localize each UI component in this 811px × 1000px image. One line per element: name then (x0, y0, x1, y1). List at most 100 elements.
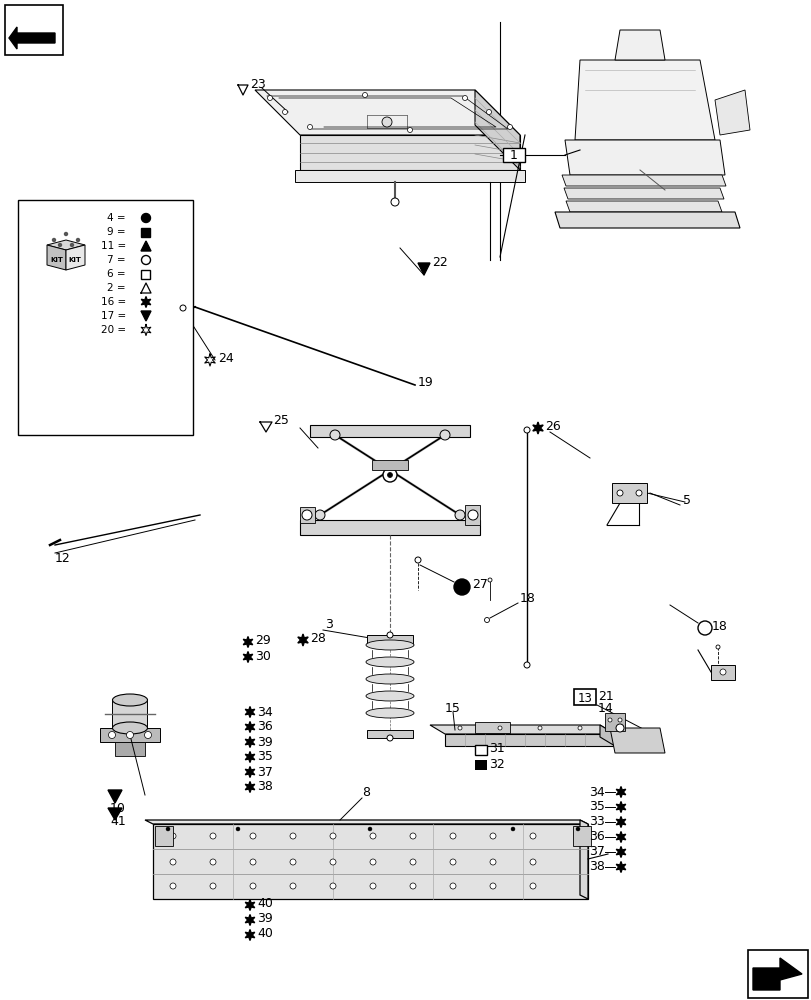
Circle shape (169, 883, 176, 889)
Polygon shape (141, 296, 151, 308)
Circle shape (329, 859, 336, 865)
Text: 27: 27 (471, 578, 487, 591)
Polygon shape (565, 201, 721, 212)
Circle shape (497, 726, 501, 730)
Circle shape (457, 726, 461, 730)
Polygon shape (9, 27, 55, 49)
Text: 38: 38 (589, 860, 604, 874)
Text: 8: 8 (362, 786, 370, 799)
Text: 41: 41 (109, 815, 126, 828)
Polygon shape (430, 725, 614, 734)
Circle shape (370, 833, 375, 839)
Circle shape (290, 883, 296, 889)
Text: 9 =: 9 = (107, 227, 126, 237)
Text: 19: 19 (418, 375, 433, 388)
Circle shape (329, 430, 340, 440)
Polygon shape (604, 713, 624, 731)
Text: 13: 13 (577, 692, 592, 704)
Polygon shape (616, 861, 625, 872)
Polygon shape (609, 728, 664, 753)
Circle shape (329, 883, 336, 889)
Circle shape (290, 859, 296, 865)
Bar (573, 689, 595, 705)
Text: 26: 26 (544, 420, 560, 434)
Circle shape (607, 718, 611, 722)
Circle shape (715, 645, 719, 649)
Polygon shape (714, 90, 749, 135)
Polygon shape (299, 507, 315, 523)
Text: 4 =: 4 = (107, 213, 126, 223)
Polygon shape (710, 665, 734, 680)
Bar (5, 5, 63, 55)
Polygon shape (614, 30, 664, 60)
Text: 35: 35 (257, 750, 272, 764)
Text: 36: 36 (589, 830, 604, 843)
Polygon shape (752, 958, 801, 990)
Circle shape (410, 859, 415, 865)
Polygon shape (243, 652, 252, 662)
Circle shape (71, 243, 74, 246)
Bar (141, 228, 150, 236)
Polygon shape (299, 520, 479, 535)
Text: 28: 28 (310, 632, 325, 646)
Circle shape (462, 96, 467, 101)
Circle shape (302, 510, 311, 520)
Polygon shape (255, 90, 519, 135)
Polygon shape (245, 900, 255, 910)
Circle shape (467, 510, 478, 520)
Text: 1: 1 (509, 149, 517, 162)
Polygon shape (66, 245, 85, 270)
Circle shape (538, 726, 541, 730)
Polygon shape (245, 914, 255, 925)
Polygon shape (367, 730, 413, 738)
Text: 11 =: 11 = (101, 241, 126, 251)
Polygon shape (573, 826, 590, 846)
Circle shape (449, 883, 456, 889)
Circle shape (440, 430, 449, 440)
Circle shape (484, 617, 489, 622)
Polygon shape (108, 790, 122, 803)
Polygon shape (100, 728, 160, 742)
Circle shape (391, 198, 398, 206)
Polygon shape (245, 736, 255, 747)
Circle shape (387, 735, 393, 741)
Text: 23: 23 (250, 78, 265, 91)
Circle shape (236, 827, 240, 831)
Circle shape (530, 883, 535, 889)
Polygon shape (616, 801, 625, 812)
Text: 32: 32 (488, 758, 504, 770)
Polygon shape (616, 816, 625, 827)
Text: 7 =: 7 = (107, 255, 126, 265)
Circle shape (486, 110, 491, 115)
Ellipse shape (366, 691, 414, 701)
Text: 16 =: 16 = (101, 297, 126, 307)
Circle shape (370, 859, 375, 865)
Bar (502, 148, 525, 162)
Polygon shape (245, 766, 255, 778)
Circle shape (453, 579, 470, 595)
Text: 3: 3 (324, 618, 333, 632)
Circle shape (617, 718, 621, 722)
Polygon shape (145, 820, 587, 824)
Text: 40: 40 (257, 927, 272, 940)
Circle shape (489, 833, 496, 839)
Polygon shape (245, 929, 255, 940)
Text: 37: 37 (589, 845, 604, 858)
Polygon shape (474, 722, 509, 733)
Text: 38: 38 (257, 780, 272, 793)
Text: 25: 25 (272, 414, 289, 428)
Text: 33: 33 (589, 815, 604, 828)
Circle shape (250, 833, 255, 839)
Circle shape (127, 731, 133, 738)
Polygon shape (579, 820, 587, 899)
Text: 29: 29 (255, 634, 270, 648)
Text: 18: 18 (519, 591, 535, 604)
Circle shape (616, 724, 623, 732)
Text: 39: 39 (257, 912, 272, 925)
Circle shape (510, 827, 514, 831)
Text: KIT: KIT (68, 257, 81, 263)
Circle shape (575, 827, 579, 831)
Polygon shape (574, 60, 714, 140)
Text: 10: 10 (109, 801, 126, 814)
Bar (474, 745, 487, 755)
